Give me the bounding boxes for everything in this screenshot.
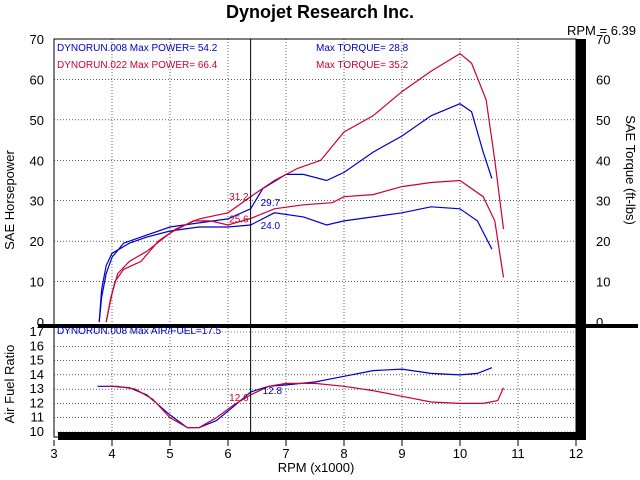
y-left-tick-label: 60 xyxy=(30,72,44,87)
grid xyxy=(54,39,576,433)
airfuel-tick-label: 14 xyxy=(30,367,44,382)
series-line-dynorun022-air_fuel xyxy=(106,382,505,429)
y-axis-left-label: SAE Horsepower xyxy=(2,149,17,249)
right-frame-bar xyxy=(576,39,586,328)
y-right-tick-label: 10 xyxy=(596,275,610,290)
x-tick-label: 12 xyxy=(569,446,583,461)
y-left-tick-label: 50 xyxy=(30,113,44,128)
airfuel-tick-label: 10 xyxy=(30,424,44,439)
legend-run022-torque: Max TORQUE= 35.2 xyxy=(316,60,409,71)
air-fuel-axis-label: Air Fuel Ratio xyxy=(2,345,17,424)
airfuel-tick-label: 15 xyxy=(30,353,44,368)
y-right-tick-label: 70 xyxy=(596,32,610,47)
y-right-tick-label: 20 xyxy=(596,234,610,249)
y-axis-right-label: SAE Torque (ft-lbs) xyxy=(623,115,638,225)
airfuel-tick-label: 16 xyxy=(30,338,44,353)
cursor-value-label: 29.7 xyxy=(261,198,281,209)
cursor-value-label: 25.6 xyxy=(229,215,249,226)
x-tick-label: 3 xyxy=(50,446,57,461)
series-line-dynorun008-air_fuel xyxy=(97,367,493,429)
airfuel-tick-label: 17 xyxy=(30,324,44,339)
x-tick-label: 6 xyxy=(224,446,231,461)
x-tick-label: 5 xyxy=(166,446,173,461)
x-tick-label: 10 xyxy=(453,446,467,461)
series-line-dynorun008-power xyxy=(98,103,493,323)
series xyxy=(97,39,505,432)
x-tick-label: 11 xyxy=(511,446,525,461)
legend-run008: DYNORUN.008 Max POWER= 54.2 xyxy=(57,43,218,54)
x-axis-label: RPM (x1000) xyxy=(278,460,355,475)
y-left-tick-label: 0 xyxy=(37,315,44,330)
y-right-tick-label: 30 xyxy=(596,194,610,209)
y-left-tick-label: 20 xyxy=(30,234,44,249)
chart-title: Dynojet Research Inc. xyxy=(226,2,414,22)
legend-run008-torque: Max TORQUE= 28.8 xyxy=(316,43,409,54)
right-frame-bar-bottom xyxy=(576,328,586,440)
legend-run022: DYNORUN.022 Max POWER= 66.4 xyxy=(57,60,218,71)
x-tick-label: 4 xyxy=(108,446,115,461)
cursor-value-label: 24.0 xyxy=(261,221,281,232)
airfuel-cursor-value-label: 12.6 xyxy=(229,393,249,404)
y-right-tick-label: 50 xyxy=(596,113,610,128)
bottom-frame-bar xyxy=(58,432,586,440)
airfuel-cursor-value-label: 12.8 xyxy=(263,386,283,397)
rpm-cursor-readout: RPM = 6.39 xyxy=(567,23,636,38)
panel-divider xyxy=(38,324,638,328)
y-left-tick-label: 10 xyxy=(30,275,44,290)
y-right-tick-label: 0 xyxy=(596,315,603,330)
y-right-tick-label: 60 xyxy=(596,72,610,87)
series-line-dynorun008-torque xyxy=(98,206,493,323)
series-line-dynorun022-torque xyxy=(105,179,505,323)
x-tick-label: 8 xyxy=(340,446,347,461)
series-line-dynorun022-power xyxy=(105,52,505,323)
x-tick-label: 9 xyxy=(398,446,405,461)
airfuel-tick-label: 12 xyxy=(30,395,44,410)
y-left-tick-label: 70 xyxy=(30,32,44,47)
labels: 31.2 29.7 25.6 24.0 12.8 12.6 xyxy=(229,192,282,404)
cursor-value-label: 31.2 xyxy=(229,192,249,203)
y-left-tick-label: 40 xyxy=(30,153,44,168)
y-left-tick-label: 30 xyxy=(30,194,44,209)
airfuel-tick-label: 11 xyxy=(31,410,45,425)
x-tick-label: 7 xyxy=(282,446,289,461)
y-right-tick-label: 40 xyxy=(596,153,610,168)
airfuel-tick-label: 13 xyxy=(30,381,44,396)
legend-airfuel-run008: DYNORUN.008 Max AIR/FUEL=17.5 xyxy=(57,326,222,337)
